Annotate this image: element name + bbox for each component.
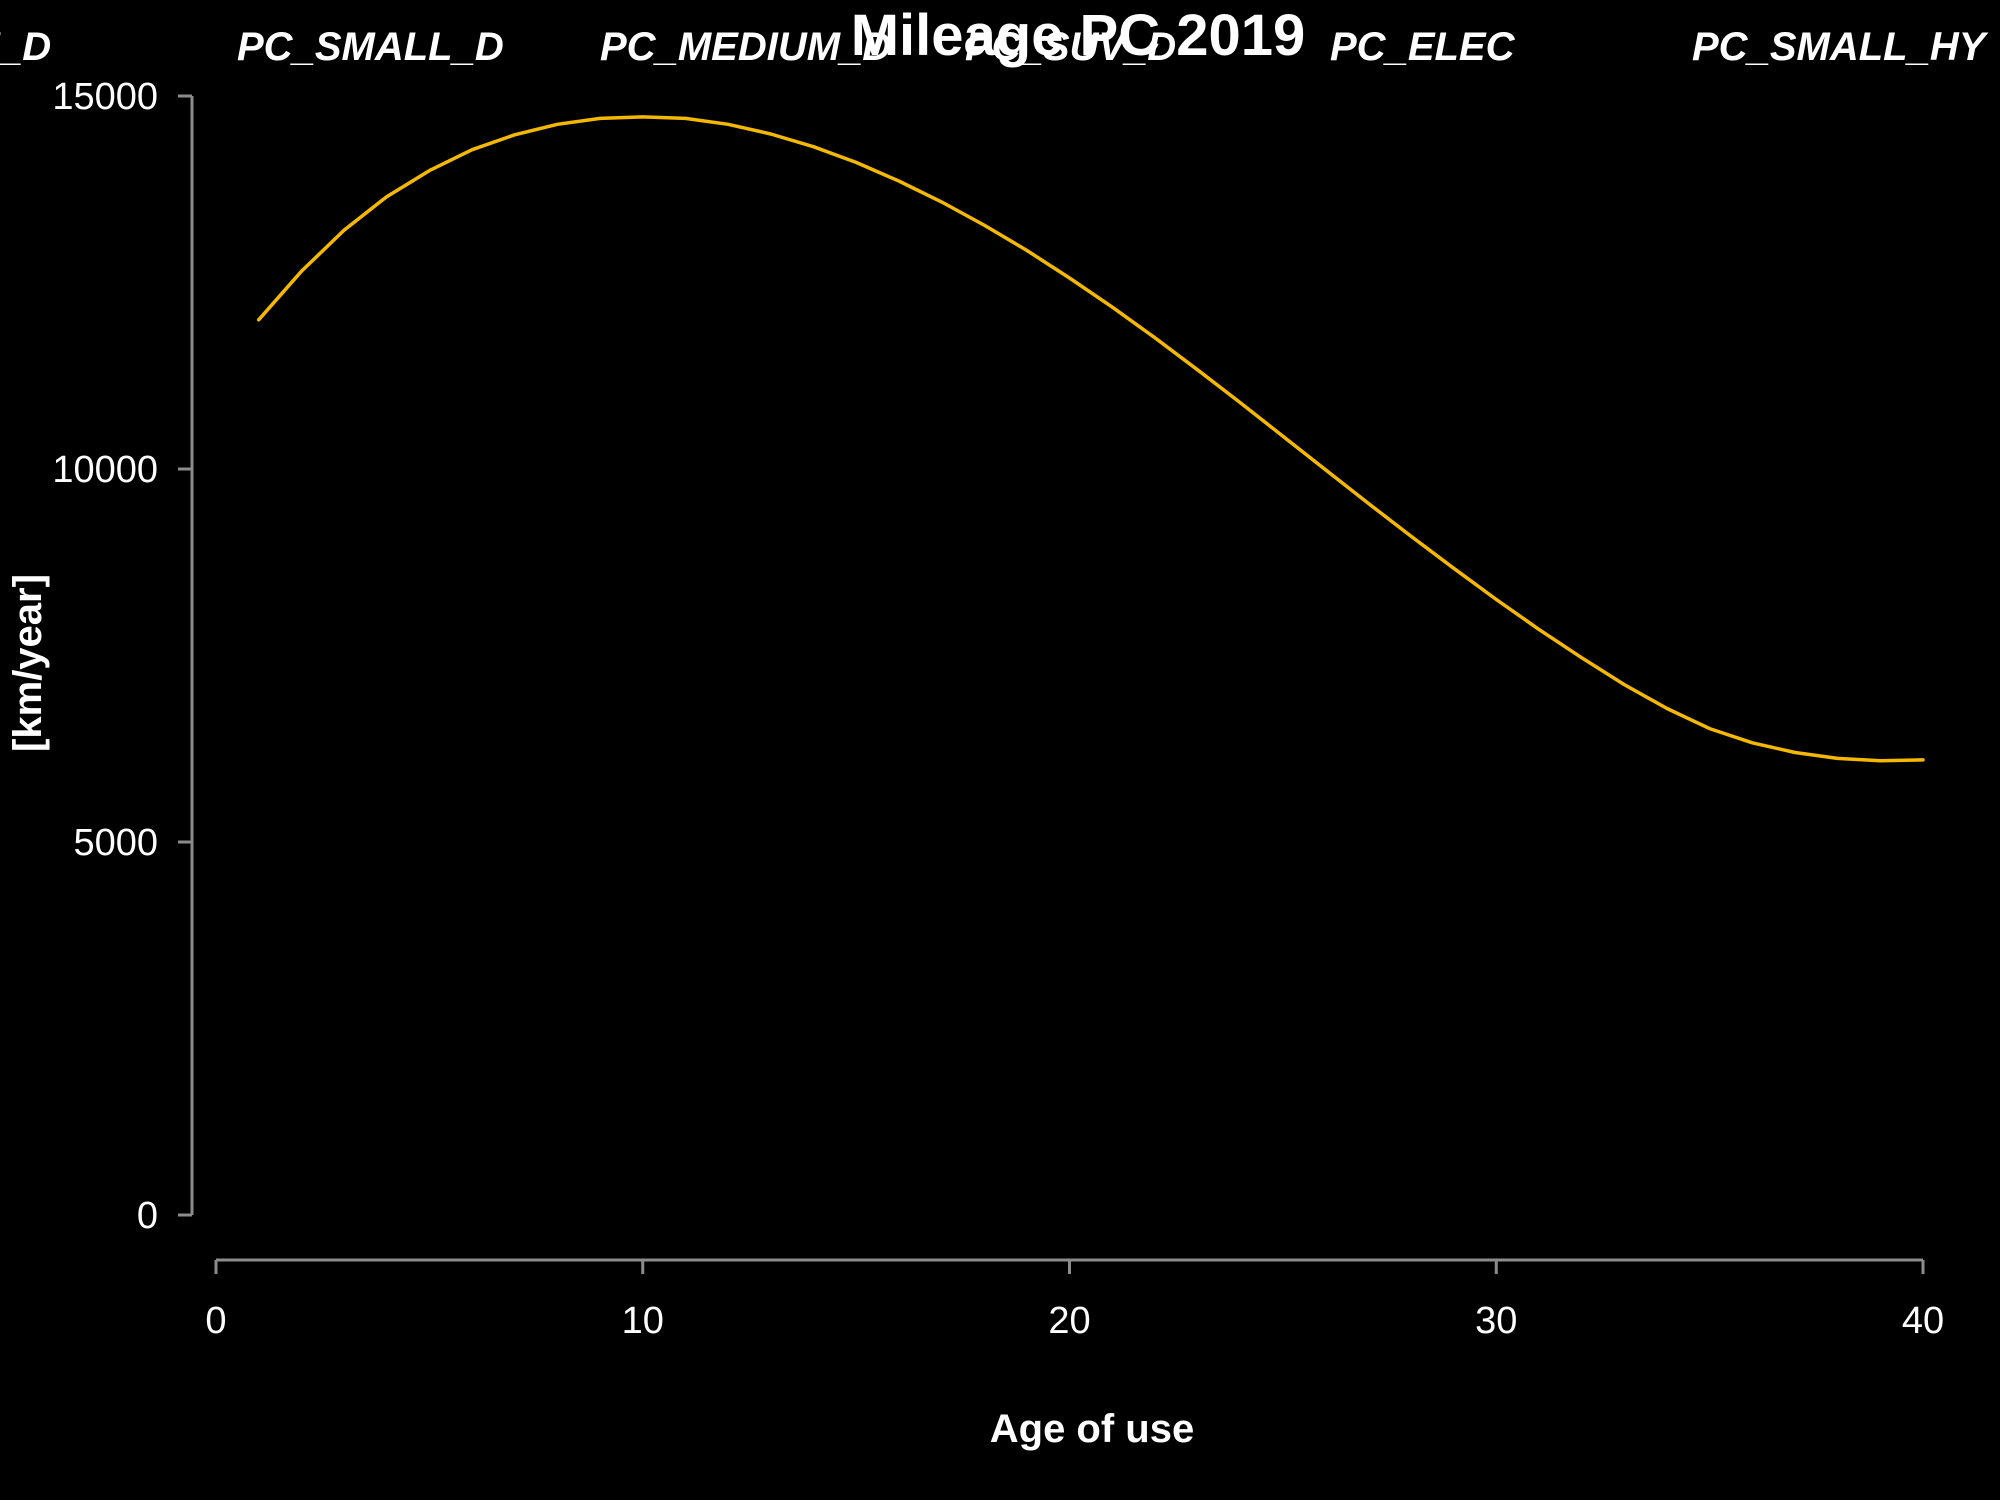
series-group [256,115,1925,763]
y-axis-label: [km/year] [6,574,50,752]
x-tick-label: 30 [1475,1300,1517,1342]
legend-label: PC_SMALL_D [237,25,504,69]
y-tick-label: 10000 [52,449,158,491]
legend: NI_D PC_SMALL_D PC_MEDIUM_D PC_SUV_D PC_ELEC… [0,25,1989,69]
y-tick-label: 0 [137,1195,158,1237]
x-axis-label: Age of use [990,1407,1194,1451]
legend-label: PC_SMALL_HY [1692,25,1989,69]
x-tick-label: 20 [1048,1300,1090,1342]
y-axis: 0 5000 10000 15000 [52,76,194,1237]
x-tick-label: 40 [1902,1300,1944,1342]
legend-label: NI_D [0,25,51,69]
x-tick-label: 10 [622,1300,664,1342]
legend-label: PC_MEDIUM_D [600,25,891,69]
chart-title: Mileage PC 2019 [851,3,1306,68]
y-tick-label: 5000 [73,822,158,864]
x-tick-label: 0 [205,1300,226,1342]
legend-label: PC_SUV_D [965,25,1176,69]
series-line [256,115,1925,763]
y-tick-label: 15000 [52,76,158,118]
legend-label: PC_ELEC [1330,25,1516,69]
x-axis: 0 10 20 30 40 [205,1258,1944,1342]
